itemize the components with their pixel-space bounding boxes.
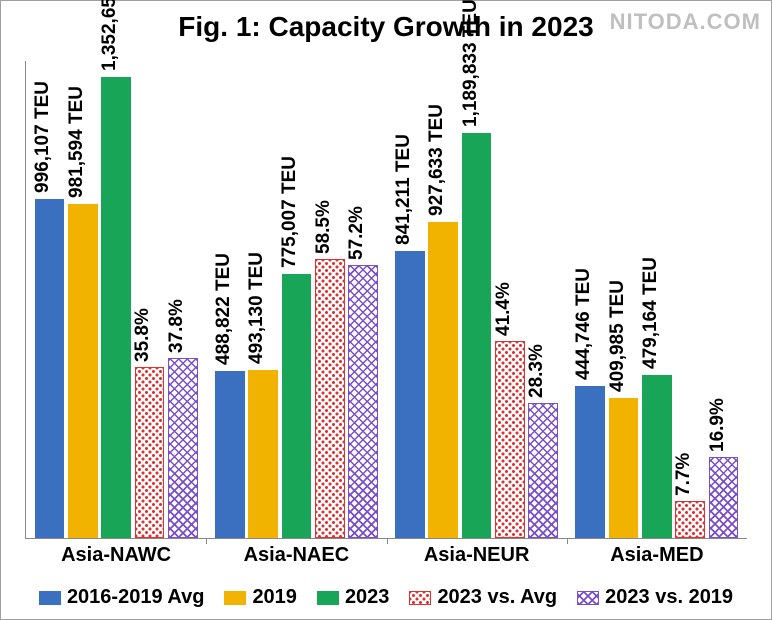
legend: 2016-2019 Avg 2019 2023 2023 vs. Avg 2023 vs… xyxy=(25,586,747,609)
bar-vs_avg: 58.5% xyxy=(315,259,345,538)
bar-avg: 444,746 TEU xyxy=(575,386,605,538)
bar-vs_2019: 37.8% xyxy=(168,358,198,538)
bar-value-label: 35.8% xyxy=(132,308,154,362)
bar-value-label: 28.3% xyxy=(526,344,548,398)
bar-value-label: 493,130 TEU xyxy=(246,252,268,364)
bar-y2023: 479,164 TEU xyxy=(642,375,672,538)
bar-value-label: 775,007 TEU xyxy=(279,156,301,268)
legend-label: 2023 xyxy=(345,586,390,609)
bar-vs_avg: 35.8% xyxy=(135,367,165,538)
bar-y2023: 1,189,833 TEU xyxy=(462,133,492,538)
legend-label: 2019 xyxy=(252,586,297,609)
bar-value-label: 841,211 TEU xyxy=(393,134,415,245)
bar-vs_2019: 16.9% xyxy=(709,457,739,538)
legend-swatch xyxy=(577,591,599,605)
bar-y2023: 1,352,659 TEU xyxy=(101,77,131,538)
bar-value-label: 57.2% xyxy=(346,206,368,260)
bar-avg: 996,107 TEU xyxy=(35,199,65,538)
bar-value-label: 981,594 TEU xyxy=(66,86,88,198)
bar-y2019: 409,985 TEU xyxy=(609,398,639,538)
legend-item: 2019 xyxy=(224,586,297,609)
bar-vs_2019: 28.3% xyxy=(528,403,558,538)
category-label: Asia-NAEC xyxy=(206,538,386,567)
bar-y2019: 493,130 TEU xyxy=(248,370,278,538)
bar-value-label: 996,107 TEU xyxy=(32,81,54,193)
category-label: Asia-NEUR xyxy=(387,538,567,567)
category-label: Asia-MED xyxy=(567,538,747,567)
bar-value-label: 41.4% xyxy=(493,282,515,336)
bar-value-label: 37.8% xyxy=(166,299,188,353)
bar-value-label: 1,189,833 TEU xyxy=(460,0,482,127)
bar-vs_2019: 57.2% xyxy=(348,265,378,538)
category-group: Asia-NAWC996,107 TEU981,594 TEU1,352,659… xyxy=(26,61,206,538)
legend-item: 2016-2019 Avg xyxy=(39,586,205,609)
bar-value-label: 7.7% xyxy=(673,453,695,496)
bar-value-label: 409,985 TEU xyxy=(607,280,629,392)
bar-value-label: 479,164 TEU xyxy=(640,257,662,369)
bar-value-label: 927,633 TEU xyxy=(426,104,448,216)
legend-swatch xyxy=(39,591,61,605)
bar-y2019: 981,594 TEU xyxy=(68,204,98,538)
bar-value-label: 16.9% xyxy=(707,399,729,453)
watermark-text: NITODA.COM xyxy=(610,9,761,35)
plot-area: Asia-NAWC996,107 TEU981,594 TEU1,352,659… xyxy=(25,61,747,539)
category-group: Asia-NAEC488,822 TEU493,130 TEU775,007 T… xyxy=(206,61,386,538)
bar-y2023: 775,007 TEU xyxy=(282,274,312,538)
bar-avg: 488,822 TEU xyxy=(215,371,245,538)
bar-y2019: 927,633 TEU xyxy=(428,222,458,538)
legend-label: 2016-2019 Avg xyxy=(67,586,205,609)
bar-avg: 841,211 TEU xyxy=(395,251,425,538)
legend-item: 2023 vs. Avg xyxy=(409,586,557,609)
category-label: Asia-NAWC xyxy=(26,538,206,567)
bar-value-label: 1,352,659 TEU xyxy=(99,0,121,71)
legend-swatch xyxy=(409,591,431,605)
category-group: Asia-MED444,746 TEU409,985 TEU479,164 TE… xyxy=(567,61,747,538)
bar-value-label: 488,822 TEU xyxy=(213,253,235,365)
bar-vs_avg: 41.4% xyxy=(495,341,525,538)
category-group: Asia-NEUR841,211 TEU927,633 TEU1,189,833… xyxy=(387,61,567,538)
bar-value-label: 58.5% xyxy=(313,200,335,254)
chart-frame: NITODA.COM Fig. 1: Capacity Growth in 20… xyxy=(0,0,772,620)
legend-label: 2023 vs. Avg xyxy=(437,586,557,609)
legend-item: 2023 xyxy=(317,586,390,609)
legend-swatch xyxy=(317,591,339,605)
legend-swatch xyxy=(224,591,246,605)
bar-vs_avg: 7.7% xyxy=(675,501,705,538)
legend-item: 2023 vs. 2019 xyxy=(577,586,733,609)
bar-value-label: 444,746 TEU xyxy=(573,269,595,381)
legend-label: 2023 vs. 2019 xyxy=(605,586,733,609)
